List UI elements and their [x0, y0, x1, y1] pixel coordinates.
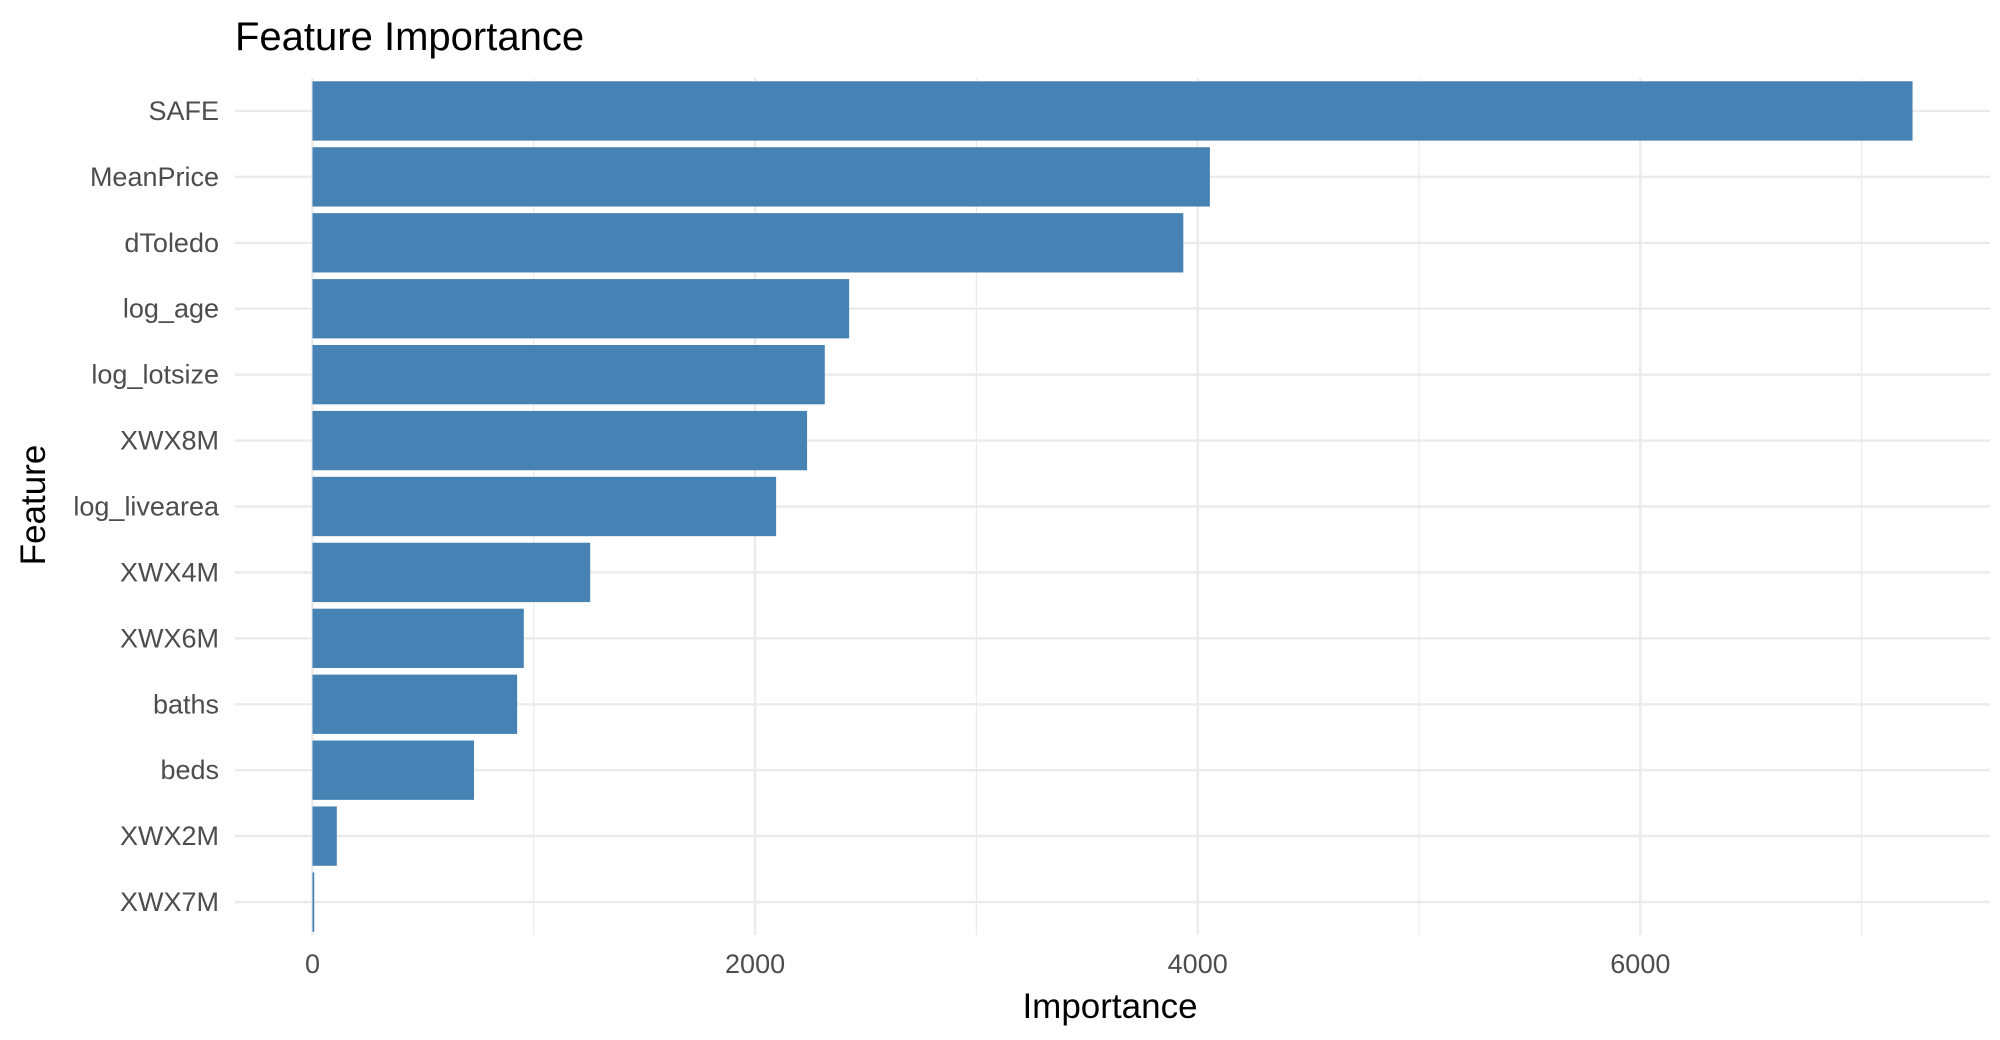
- bar-log_age: [312, 279, 850, 339]
- x-axis-title: Importance: [1022, 987, 1197, 1026]
- y-tick-label: MeanPrice: [90, 162, 219, 192]
- y-tick-label: XWX7M: [120, 887, 219, 917]
- x-axis-tick-labels: 0 2000 4000 6000: [305, 949, 1670, 979]
- x-tick-label: 4000: [1168, 949, 1228, 979]
- x-tick-label: 0: [305, 949, 320, 979]
- bar-XWX8M: [312, 410, 808, 471]
- y-tick-label: log_age: [123, 294, 219, 324]
- bar-XWX6M: [312, 608, 524, 669]
- chart-title: Feature Importance: [235, 15, 584, 59]
- y-tick-label: dToledo: [124, 228, 219, 258]
- bar-log_lotsize: [312, 344, 825, 405]
- x-tick-label: 6000: [1610, 949, 1670, 979]
- bar-MeanPrice: [312, 147, 1210, 207]
- y-axis-title: Feature: [14, 445, 53, 566]
- y-axis-tick-labels: SAFE MeanPrice dToledo log_age log_lotsize XW…: [73, 96, 220, 917]
- bar-XWX4M: [312, 542, 591, 603]
- y-tick-label: XWX6M: [120, 623, 219, 653]
- bar-dToledo: [312, 213, 1184, 273]
- y-tick-label: XWX4M: [120, 557, 219, 587]
- y-tick-label: baths: [153, 689, 219, 719]
- bar-log_livearea: [312, 476, 777, 537]
- bar-XWX2M: [312, 806, 337, 866]
- y-tick-label: SAFE: [148, 96, 219, 126]
- y-tick-label: beds: [160, 755, 219, 785]
- y-tick-label: log_livearea: [73, 492, 220, 522]
- y-tick-label: log_lotsize: [91, 360, 219, 390]
- y-tick-label: XWX8M: [120, 426, 219, 456]
- bars-layer: [312, 81, 1913, 932]
- y-tick-label: XWX2M: [120, 821, 219, 851]
- bar-beds: [312, 740, 475, 800]
- bar-SAFE: [312, 81, 1913, 141]
- bar-XWX7M: [312, 872, 315, 932]
- bar-baths: [312, 674, 518, 734]
- x-tick-label: 2000: [725, 949, 785, 979]
